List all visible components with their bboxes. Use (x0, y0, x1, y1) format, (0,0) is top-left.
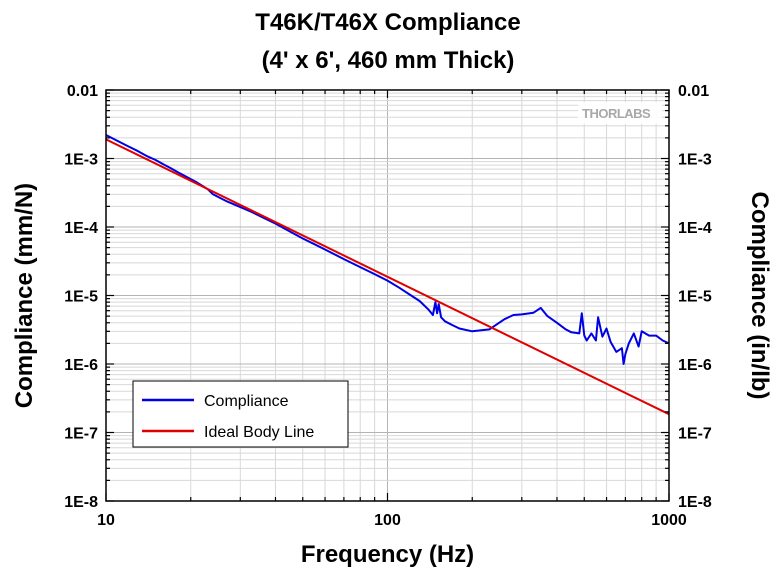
y-tick-label-left: 0.01 (67, 83, 98, 100)
y-tick-label-right: 1E-3 (678, 152, 712, 169)
legend: Compliance Ideal Body Line (132, 380, 349, 448)
thorlabs-logo: THORLABS (578, 102, 662, 124)
y-tick-label-left: 1E-6 (64, 357, 98, 374)
axis-ticks (105, 89, 670, 502)
y-tick-label-right: 1E-6 (678, 357, 712, 374)
y-tick-label-right: 0.01 (678, 83, 709, 100)
y-axis-title-left: Compliance (mm/N) (11, 183, 38, 408)
grid-lines (106, 90, 669, 501)
y-tick-label-right: 1E-8 (678, 494, 712, 511)
data-series (105, 134, 670, 416)
y-axis-title-right: Compliance (in/lb) (746, 191, 773, 399)
x-tick-label: 10 (97, 512, 115, 529)
y-tick-label-right: 1E-4 (678, 220, 712, 237)
y-tick-label-left: 1E-8 (64, 494, 98, 511)
y-tick-label-right: 1E-7 (678, 426, 712, 443)
y-tick-label-left: 1E-7 (64, 426, 98, 443)
chart-title-line-1: T46K/T46X Compliance (255, 9, 520, 36)
thorlabs-watermark: THORLABS (582, 106, 651, 121)
x-tick-label: 1000 (651, 512, 687, 529)
x-axis-title: Frequency (Hz) (301, 541, 474, 568)
y-tick-label-right: 1E-5 (678, 289, 712, 306)
chart-title-line-2: (4' x 6', 460 mm Thick) (262, 47, 515, 74)
legend-box (132, 380, 349, 448)
legend-label-compliance: Compliance (204, 393, 289, 410)
ideal-body-series-line (105, 138, 670, 416)
x-tick-label: 100 (374, 512, 401, 529)
y-tick-label-left: 1E-3 (64, 152, 98, 169)
legend-label-ideal-body-line: Ideal Body Line (204, 424, 314, 441)
y-tick-label-left: 1E-4 (64, 220, 98, 237)
y-tick-label-left: 1E-5 (64, 289, 98, 306)
